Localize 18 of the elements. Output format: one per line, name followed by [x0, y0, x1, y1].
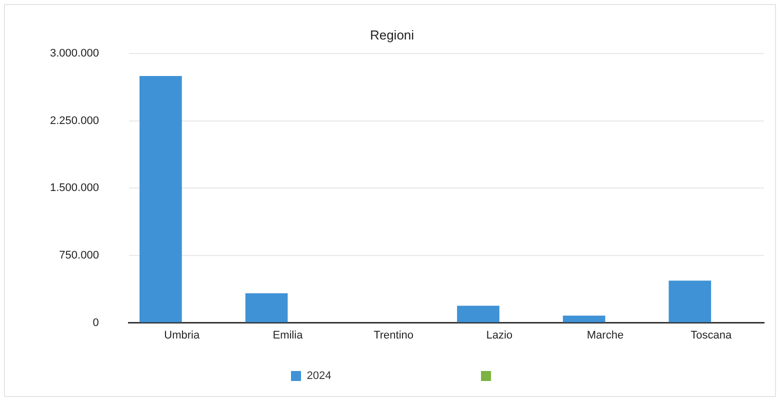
- bar: [668, 280, 712, 322]
- y-tick-label: 1.500.000: [50, 182, 99, 194]
- x-tick-label: Emilia: [272, 329, 304, 342]
- chart-title: Regioni: [370, 27, 414, 42]
- y-tick-label: 0: [92, 316, 99, 329]
- y-tick-label: 750.000: [59, 250, 99, 262]
- y-tick-label: 2.250.000: [50, 114, 99, 127]
- legend-label: 2024: [306, 370, 332, 382]
- bar: [562, 316, 606, 322]
- x-tick-label: Toscana: [690, 329, 732, 342]
- bar: [245, 293, 288, 322]
- x-tick-label: Trentino: [374, 329, 414, 342]
- y-tick-label: 3.000.000: [50, 48, 99, 60]
- x-tick-label: Lazio: [486, 329, 513, 342]
- x-tick-label: Marche: [586, 329, 624, 342]
- bar: [140, 76, 182, 322]
- x-tick-label: Umbria: [164, 329, 200, 342]
- bar: [457, 306, 500, 322]
